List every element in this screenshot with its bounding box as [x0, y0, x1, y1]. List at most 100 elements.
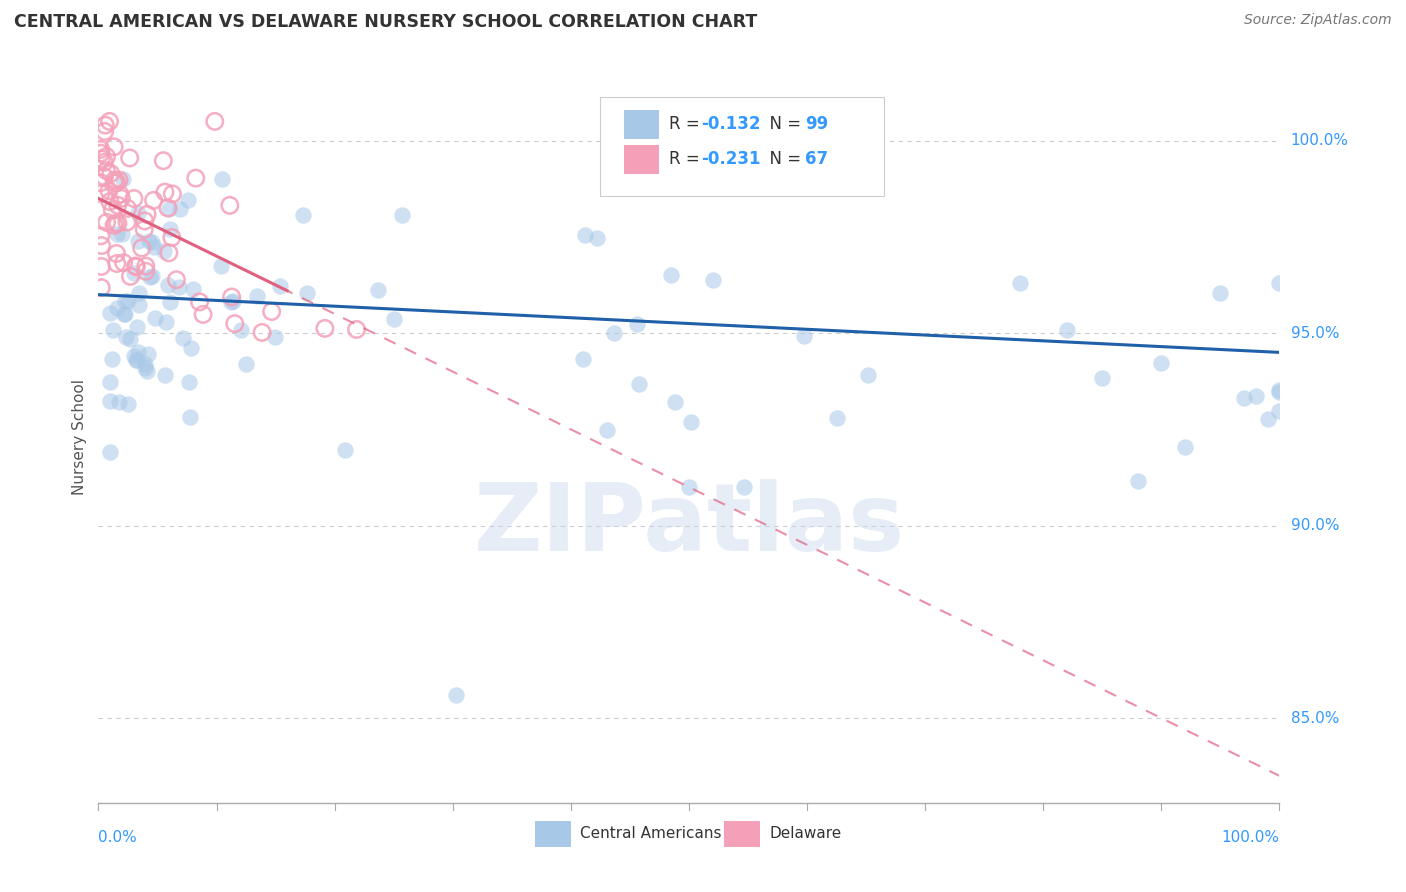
- Point: [264, 329, 287, 343]
- Text: R =: R =: [669, 150, 704, 168]
- Point: [191, 307, 214, 321]
- Point: [98, 375, 121, 389]
- Point: [136, 207, 159, 221]
- Point: [1150, 356, 1173, 370]
- Point: [94, 118, 117, 132]
- Point: [90, 260, 112, 274]
- Point: [155, 368, 177, 383]
- Bar: [624, 110, 659, 139]
- Point: [702, 273, 724, 287]
- Point: [246, 289, 269, 303]
- Point: [96, 215, 118, 229]
- Point: [444, 688, 467, 702]
- Point: [136, 347, 159, 361]
- Point: [235, 357, 257, 371]
- Point: [152, 153, 174, 168]
- Point: [346, 322, 368, 336]
- Point: [120, 269, 142, 284]
- Point: [108, 173, 131, 187]
- Text: Source: ZipAtlas.com: Source: ZipAtlas.com: [1244, 13, 1392, 28]
- Point: [1126, 474, 1149, 488]
- Point: [105, 227, 128, 242]
- Point: [139, 270, 162, 285]
- Point: [229, 323, 252, 337]
- Point: [157, 245, 180, 260]
- Text: ZIPatlas: ZIPatlas: [474, 479, 904, 571]
- Point: [117, 293, 139, 308]
- Text: Central Americans: Central Americans: [581, 826, 721, 841]
- Point: [1174, 440, 1197, 454]
- Text: N =: N =: [759, 115, 806, 133]
- Point: [664, 395, 686, 409]
- Point: [733, 480, 755, 494]
- Point: [825, 411, 848, 425]
- Point: [96, 149, 118, 163]
- Point: [172, 331, 194, 345]
- Point: [153, 244, 176, 258]
- Point: [124, 349, 146, 363]
- Point: [112, 307, 135, 321]
- Point: [184, 171, 207, 186]
- Point: [156, 277, 179, 292]
- Text: Delaware: Delaware: [769, 826, 842, 841]
- Point: [98, 114, 121, 128]
- Point: [93, 124, 115, 138]
- Text: 67: 67: [804, 150, 828, 168]
- Point: [179, 410, 201, 425]
- Point: [183, 282, 205, 296]
- Point: [221, 290, 243, 304]
- Point: [127, 353, 149, 368]
- Point: [127, 234, 149, 248]
- Point: [221, 294, 243, 309]
- Point: [103, 176, 125, 190]
- Point: [269, 278, 291, 293]
- Point: [659, 268, 682, 282]
- Point: [157, 202, 180, 216]
- Point: [856, 368, 879, 382]
- Text: R =: R =: [669, 115, 704, 133]
- Point: [678, 480, 700, 494]
- Point: [134, 214, 156, 228]
- Point: [112, 255, 135, 269]
- Point: [90, 229, 112, 244]
- Point: [250, 326, 273, 340]
- Point: [128, 286, 150, 301]
- Point: [1244, 389, 1267, 403]
- Point: [135, 259, 157, 273]
- Point: [224, 317, 246, 331]
- Point: [122, 266, 145, 280]
- Point: [209, 259, 232, 273]
- Point: [105, 176, 128, 190]
- Point: [124, 259, 146, 273]
- Text: 99: 99: [804, 115, 828, 133]
- Point: [626, 317, 648, 331]
- Point: [107, 216, 129, 230]
- Point: [90, 143, 112, 157]
- Point: [135, 264, 157, 278]
- Text: 95.0%: 95.0%: [1291, 326, 1339, 341]
- Bar: [624, 145, 659, 174]
- Point: [391, 208, 413, 222]
- Point: [574, 228, 596, 243]
- Point: [107, 198, 129, 212]
- Point: [105, 246, 128, 260]
- Text: -0.132: -0.132: [700, 115, 761, 133]
- Point: [188, 294, 211, 309]
- Point: [104, 173, 127, 187]
- Point: [112, 172, 135, 186]
- Point: [134, 222, 156, 236]
- Point: [103, 140, 125, 154]
- Point: [572, 351, 595, 366]
- Point: [114, 294, 136, 309]
- Point: [1209, 285, 1232, 300]
- Point: [90, 238, 112, 252]
- Point: [98, 394, 121, 409]
- Point: [177, 193, 200, 207]
- Point: [681, 415, 703, 429]
- Text: N =: N =: [759, 150, 806, 168]
- Point: [218, 198, 240, 212]
- Point: [114, 307, 136, 321]
- Point: [333, 443, 356, 458]
- Point: [98, 194, 121, 209]
- Point: [1091, 371, 1114, 385]
